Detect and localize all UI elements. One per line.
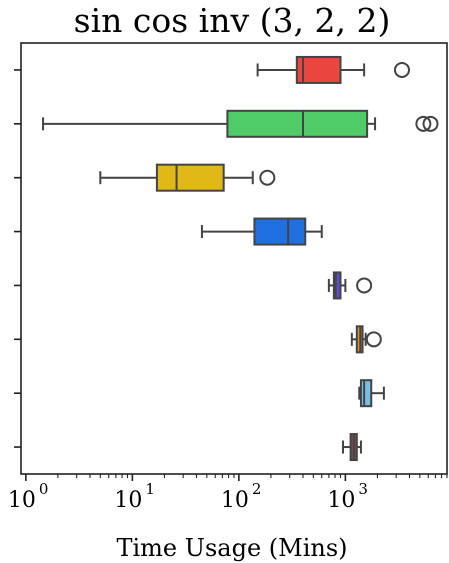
outlier-point [365, 331, 382, 348]
x-tick-label: 10 [8, 488, 36, 513]
x-tick-label-exponent: 0 [39, 480, 49, 498]
box-group-3 [99, 163, 276, 192]
outlier-point [259, 169, 276, 186]
box-iqr [155, 163, 225, 192]
box-iqr [295, 55, 342, 84]
box-iqr [226, 109, 369, 138]
x-tick-label-exponent: 3 [358, 480, 368, 498]
x-axis-label: Time Usage (Mins) [116, 534, 347, 562]
box-group-8 [342, 433, 362, 462]
x-tick-label: 10 [114, 488, 142, 513]
outlier-point [393, 61, 410, 78]
x-tick-label-exponent: 1 [145, 480, 155, 498]
box-group-5 [327, 271, 373, 300]
plot-frame [20, 42, 448, 475]
outlier-point [356, 277, 373, 294]
box-group-6 [350, 325, 382, 354]
y-axis [14, 69, 21, 448]
box-iqr [253, 217, 307, 246]
outlier-point [422, 115, 439, 132]
box-iqr [332, 271, 342, 300]
chart-title: sin cos inv (3, 2, 2) [74, 1, 391, 40]
x-tick-label-exponent: 2 [252, 480, 262, 498]
box-group-7 [358, 379, 385, 408]
box-group-2 [42, 109, 439, 138]
box-group-4 [200, 217, 323, 246]
x-axis: 10 0 10 1 10 2 10 3 [8, 474, 448, 513]
plot-area [42, 55, 439, 462]
box-iqr [359, 379, 373, 408]
x-tick-label: 10 [221, 488, 249, 513]
box-group-1 [256, 55, 410, 84]
x-tick-label: 10 [327, 488, 355, 513]
outlier-point [415, 115, 432, 132]
